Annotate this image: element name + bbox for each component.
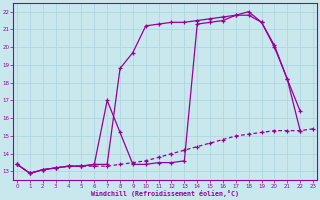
X-axis label: Windchill (Refroidissement éolien,°C): Windchill (Refroidissement éolien,°C): [91, 190, 239, 197]
